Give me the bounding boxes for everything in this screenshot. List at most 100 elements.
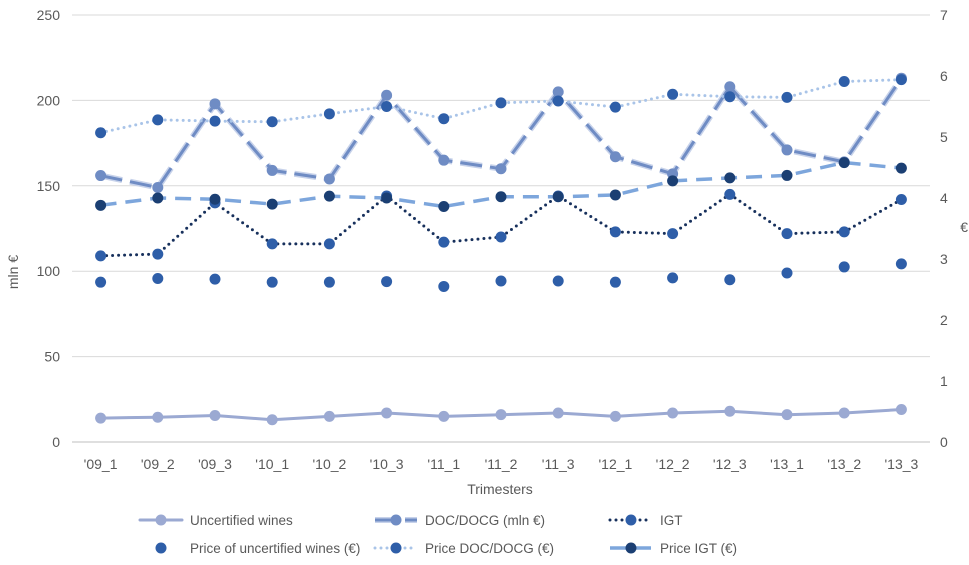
legend-swatch-marker [390, 542, 402, 554]
data-point [266, 238, 278, 250]
data-point [838, 75, 850, 87]
legend-label: Price DOC/DOCG (€) [425, 541, 554, 556]
data-point [609, 189, 621, 201]
data-point [381, 101, 393, 112]
data-point [438, 280, 450, 292]
data-point [667, 407, 679, 419]
data-point [781, 228, 793, 240]
legend-label: Uncertified wines [190, 513, 293, 528]
data-point [724, 172, 736, 184]
legend-swatch-marker [155, 514, 167, 526]
data-point [438, 410, 450, 422]
gridlines [72, 14, 930, 443]
data-point [95, 250, 107, 262]
x-tick-label: '10_2 [312, 456, 346, 472]
series-line [99, 192, 903, 258]
data-point [152, 248, 164, 260]
y2-tick-label: 7 [940, 7, 948, 23]
data-point [95, 127, 107, 139]
legend-item: Uncertified wines [138, 513, 293, 528]
data-point [495, 231, 507, 243]
series-3 [95, 258, 907, 292]
x-tick-label: '11_1 [427, 456, 460, 472]
legend-item: DOC/DOCG (mln €) [375, 513, 545, 528]
data-point [781, 409, 793, 421]
x-tick-label: '12_2 [656, 456, 690, 472]
y2-axis-label: € [960, 219, 968, 235]
data-point [895, 258, 907, 270]
data-point [724, 405, 736, 417]
data-point [152, 114, 164, 126]
data-point [381, 89, 393, 101]
data-point [323, 238, 335, 250]
data-point [209, 98, 221, 110]
data-point [209, 410, 221, 422]
data-point [552, 275, 564, 287]
data-point [438, 201, 450, 213]
data-point [438, 154, 450, 166]
y2-tick-label: 3 [940, 251, 948, 267]
data-point [895, 74, 907, 86]
series-0 [95, 404, 907, 426]
x-axis-label: Trimesters [467, 481, 533, 497]
series-4 [95, 74, 907, 139]
legend-label: Price of uncertified wines (€) [190, 541, 360, 556]
data-point [609, 101, 621, 113]
legend: Uncertified wines DOC/DOCG (mln €) IGT Pric… [138, 513, 737, 556]
data-point [781, 169, 793, 181]
x-tick-label: '11_2 [485, 456, 518, 472]
x-tick-label: '13_1 [770, 456, 804, 472]
data-point [609, 276, 621, 288]
data-point [667, 88, 679, 100]
data-point [724, 188, 736, 200]
data-point [552, 86, 564, 98]
data-point [895, 404, 907, 416]
data-point [495, 409, 507, 421]
data-point [323, 173, 335, 185]
data-point [266, 164, 278, 176]
y-tick-label: 150 [37, 178, 61, 194]
data-point [838, 407, 850, 419]
x-tick-label: '12_1 [598, 456, 632, 472]
data-point [209, 273, 221, 285]
data-point [667, 175, 679, 187]
data-point [667, 272, 679, 284]
data-point [495, 97, 507, 109]
data-point [609, 410, 621, 422]
legend-swatch-marker [390, 514, 402, 526]
data-point [781, 91, 793, 103]
data-point [781, 267, 793, 279]
data-point [323, 108, 335, 120]
data-point [323, 410, 335, 422]
legend-item: Price IGT (€) [610, 541, 737, 556]
data-point [152, 411, 164, 423]
y-tick-label: 200 [37, 92, 61, 108]
data-point [552, 407, 564, 419]
data-point [323, 190, 335, 202]
data-point [552, 95, 564, 107]
data-point [724, 81, 736, 93]
x-tick-label: '11_3 [542, 456, 575, 472]
data-point [323, 276, 335, 288]
data-point [895, 193, 907, 205]
y2-tick-label: 0 [940, 434, 948, 450]
data-point [838, 157, 850, 169]
data-point [838, 261, 850, 273]
data-point [266, 116, 278, 128]
y-tick-label: 100 [37, 263, 61, 279]
legend-label: IGT [660, 513, 683, 528]
data-point [438, 236, 450, 248]
x-tick-label: '13_3 [884, 456, 918, 472]
legend-item: IGT [608, 513, 683, 528]
data-point [209, 115, 221, 127]
y2-tick-label: 6 [940, 68, 948, 84]
data-point [266, 414, 278, 426]
x-tick-label: '09_3 [198, 456, 232, 472]
data-point [609, 151, 621, 163]
data-point [781, 144, 793, 156]
axes: 0 50 100 150 200 250 0 1 2 3 4 5 6 7 '09_1 '09_2 '09_3 '1… [37, 7, 948, 472]
data-point [152, 273, 164, 285]
data-point [724, 274, 736, 286]
